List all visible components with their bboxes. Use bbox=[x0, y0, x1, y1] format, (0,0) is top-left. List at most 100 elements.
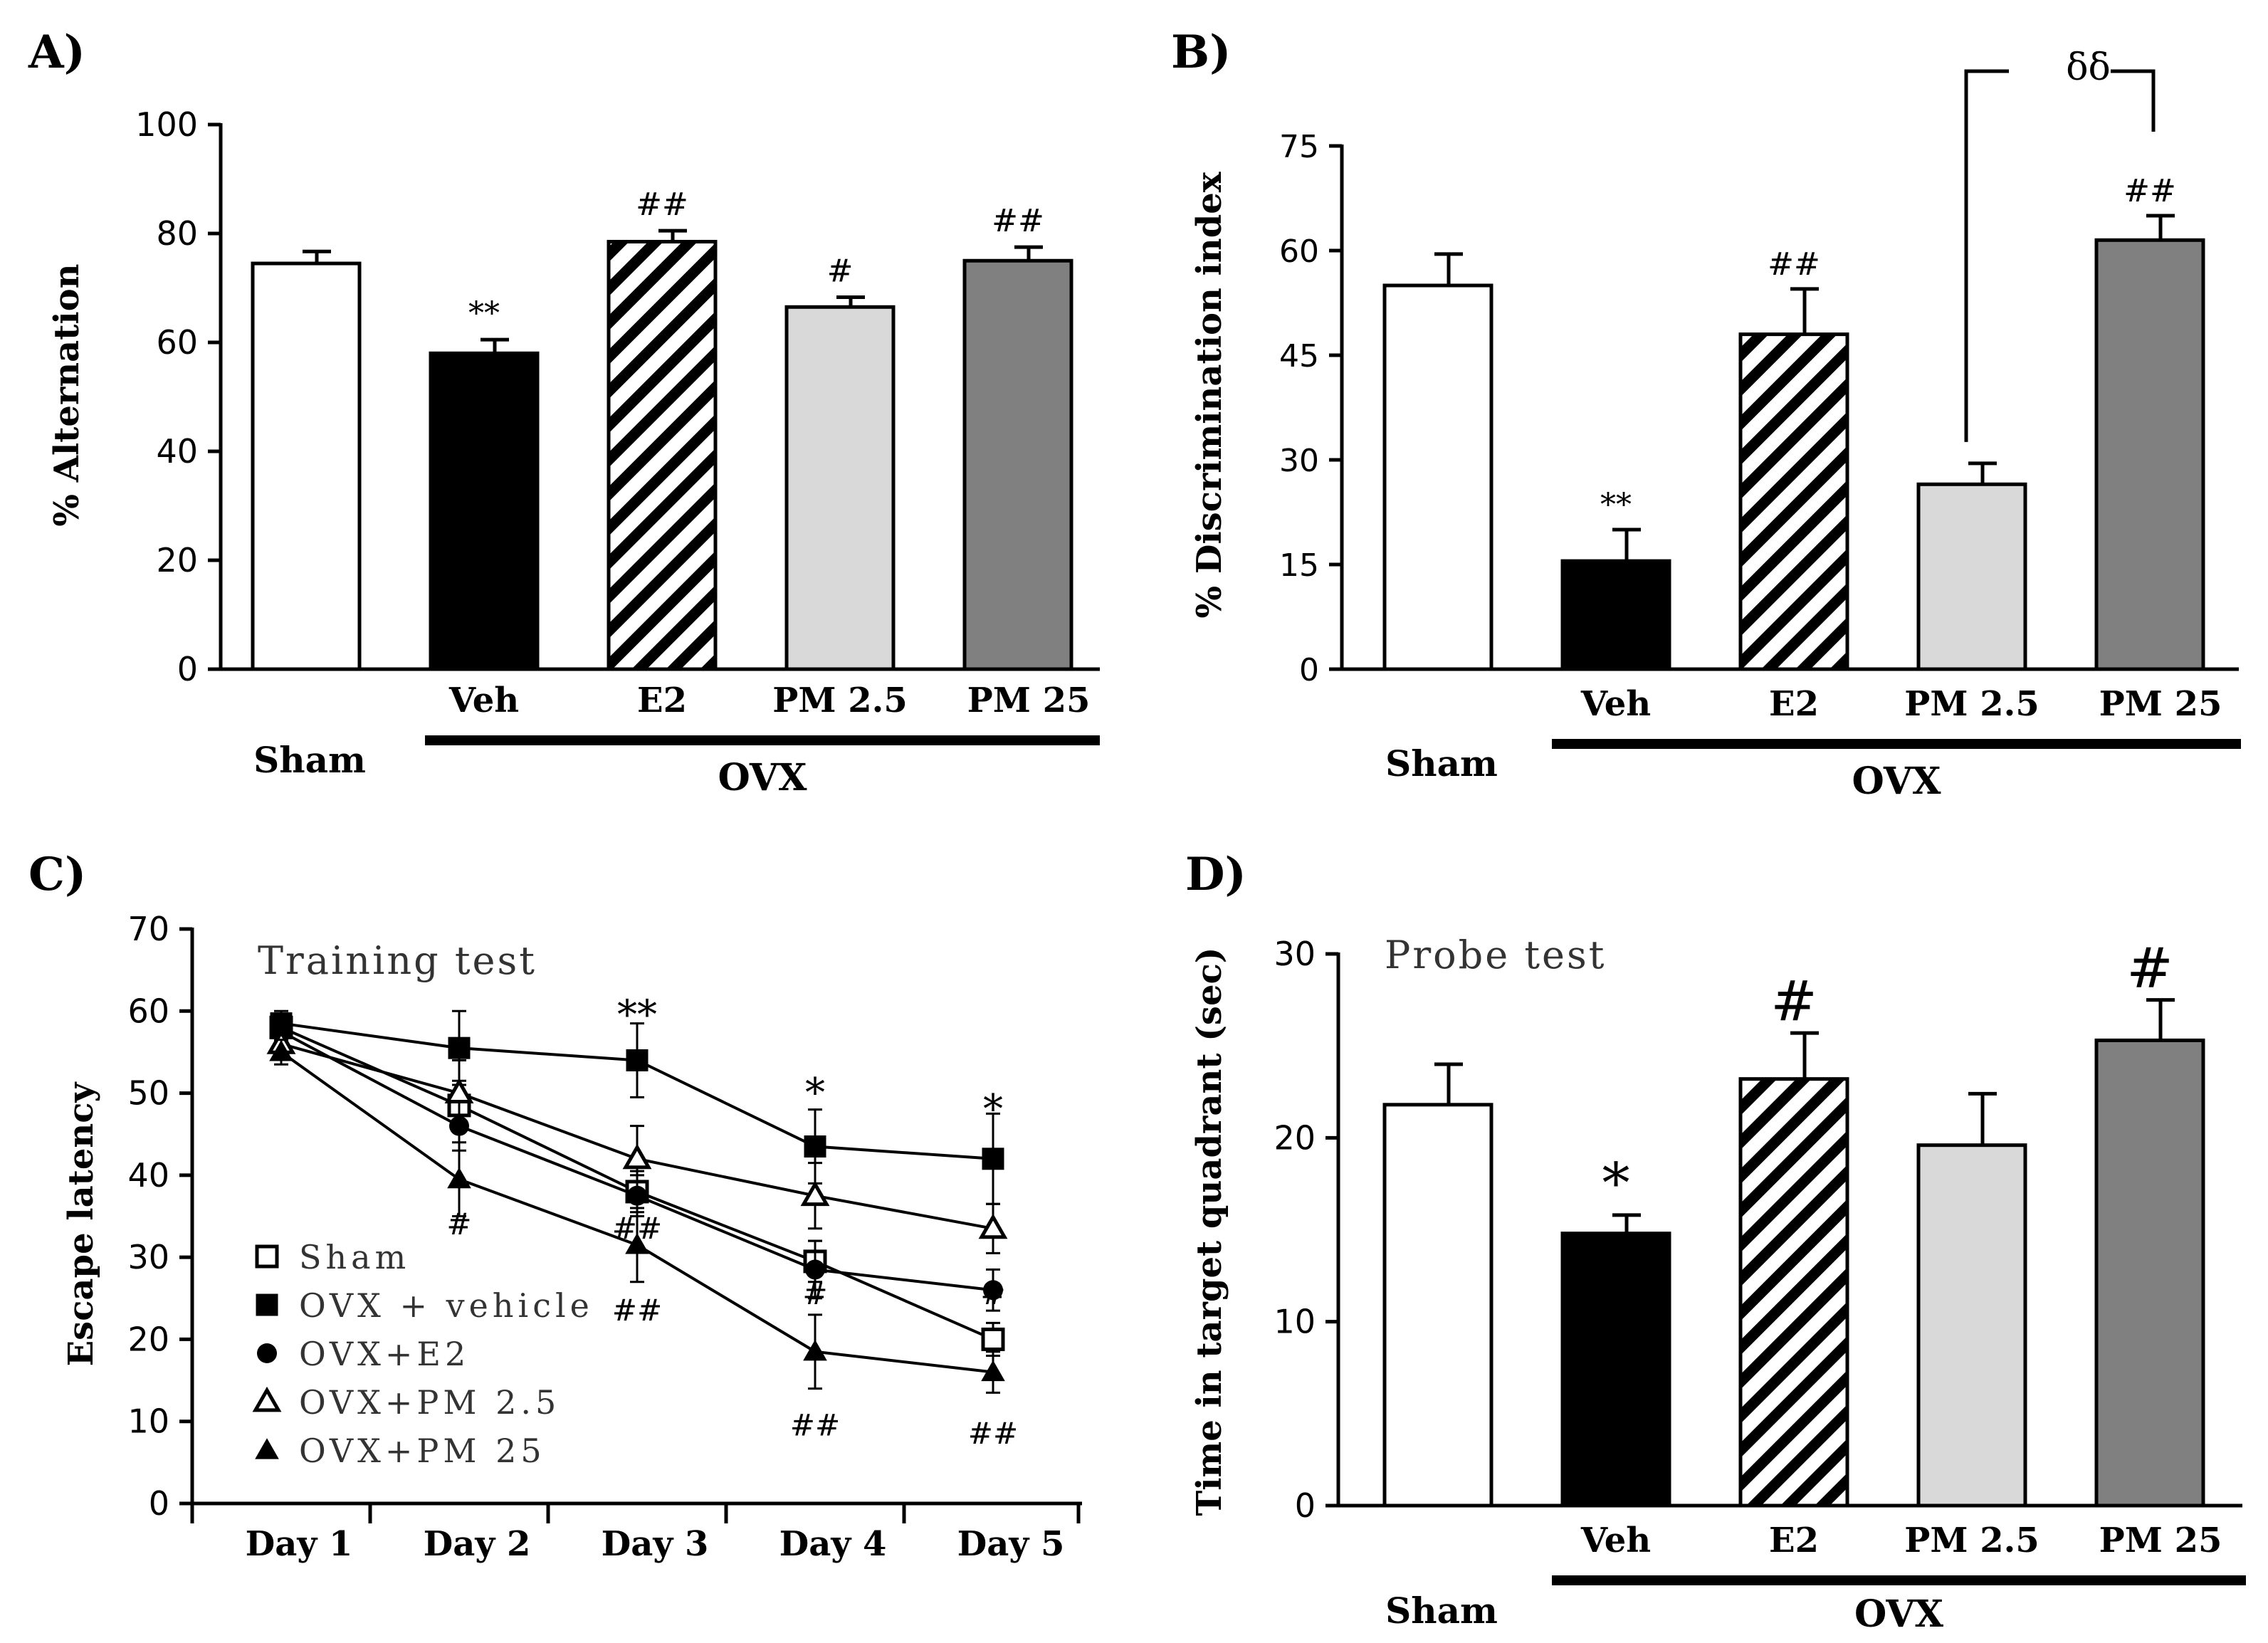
category-label: E2 bbox=[637, 681, 687, 720]
comparison-bracket bbox=[1964, 69, 2009, 442]
significance-label: ## bbox=[790, 1407, 840, 1442]
y-tick-label: 50 bbox=[127, 1074, 169, 1113]
x-tick-label: Day 4 bbox=[779, 1524, 887, 1564]
bar-veh bbox=[1560, 559, 1671, 671]
legend-marker bbox=[257, 1343, 277, 1363]
y-axis-label: Time in target quadrant (sec) bbox=[1190, 948, 1229, 1516]
significance-label: # bbox=[2126, 937, 2173, 1001]
panel-label: A) bbox=[28, 26, 85, 79]
x-tick-label: Day 5 bbox=[957, 1524, 1065, 1564]
significance-label: * bbox=[805, 1070, 825, 1116]
y-tick-label: 30 bbox=[127, 1238, 169, 1276]
panel-a: A) 0 20 40 60 80 100 % Alternation ** Veh ## E2 # PM … bbox=[28, 26, 1100, 799]
category-label: E2 bbox=[1769, 684, 1819, 724]
significance-label: ## bbox=[612, 1211, 662, 1246]
legend-marker bbox=[256, 1293, 278, 1316]
data-point bbox=[981, 1360, 1005, 1382]
data-point bbox=[626, 1049, 649, 1071]
category-label: Veh bbox=[1580, 684, 1651, 724]
bar-veh bbox=[1560, 1232, 1671, 1508]
y-tick-label: 100 bbox=[135, 105, 198, 144]
significance-label: # bbox=[446, 1207, 471, 1242]
data-point bbox=[982, 1148, 1004, 1170]
significance-label: # bbox=[980, 1276, 1005, 1311]
category-label: Veh bbox=[1580, 1521, 1651, 1560]
comparison-bracket bbox=[2111, 69, 2156, 132]
y-tick-label: 75 bbox=[1279, 129, 1319, 165]
y-axis-label: % Alternation bbox=[47, 263, 87, 526]
inner-title: Probe test bbox=[1385, 933, 1606, 977]
significance-label: ## bbox=[2123, 173, 2176, 209]
data-point bbox=[269, 1040, 293, 1061]
bar-e2 bbox=[1738, 332, 1849, 671]
category-label: PM 25 bbox=[2099, 1521, 2222, 1560]
legend-label: OVX + vehicle bbox=[299, 1286, 594, 1325]
x-tick-label: Day 1 bbox=[246, 1524, 353, 1564]
significance-label: * bbox=[1602, 1152, 1630, 1216]
y-tick-label: 10 bbox=[127, 1402, 169, 1441]
data-point bbox=[448, 1036, 471, 1059]
bar-pm-25 bbox=[1916, 482, 2027, 671]
y-tick-label: 40 bbox=[156, 432, 198, 471]
series-ovx-pm-25 bbox=[269, 1039, 1005, 1394]
bar-pm-25 bbox=[2094, 1038, 2205, 1508]
data-point bbox=[804, 1135, 826, 1158]
data-point bbox=[983, 1280, 1003, 1301]
bar-pm-25 bbox=[2094, 238, 2205, 671]
data-point bbox=[978, 1213, 1008, 1239]
panel-c: C) Training test 0 10 20 30 40 50 60 70 Day 1 Day 2… bbox=[28, 848, 1082, 1564]
x-tick-label: Day 2 bbox=[424, 1524, 531, 1564]
y-tick-label: 30 bbox=[1274, 935, 1316, 973]
bar-pm-25 bbox=[1916, 1143, 2027, 1508]
y-tick-label: 40 bbox=[127, 1156, 169, 1195]
panel-label: D) bbox=[1185, 848, 1246, 901]
ovx-label: OVX bbox=[718, 756, 807, 799]
y-tick-label: 60 bbox=[156, 323, 198, 362]
inner-title: Training test bbox=[258, 938, 537, 983]
bar-sham bbox=[1382, 283, 1493, 671]
bracket-label: δδ bbox=[2066, 46, 2111, 89]
y-tick-label: 0 bbox=[149, 1484, 169, 1523]
significance-label: ** bbox=[617, 992, 657, 1039]
panel-d: D) Probe test 0 10 20 30 Time in target quadra… bbox=[1185, 848, 2246, 1636]
significance-label: # bbox=[1770, 970, 1817, 1034]
y-tick-label: 20 bbox=[156, 541, 198, 579]
ovx-label: OVX bbox=[1852, 760, 1941, 803]
sham-label: Sham bbox=[253, 739, 366, 781]
significance-label: ## bbox=[612, 1293, 662, 1328]
bar-e2 bbox=[1738, 1077, 1849, 1508]
y-axis-label: Escape latency bbox=[61, 1081, 101, 1366]
ovx-label: OVX bbox=[1854, 1592, 1944, 1636]
significance-label: ## bbox=[636, 187, 688, 223]
significance-label: * bbox=[983, 1086, 1003, 1133]
significance-label: ## bbox=[1768, 246, 1820, 283]
y-tick-label: 45 bbox=[1279, 338, 1319, 374]
category-label: PM 25 bbox=[2099, 684, 2222, 724]
legend-label: OVX+PM 2.5 bbox=[299, 1383, 560, 1422]
y-tick-label: 70 bbox=[127, 910, 169, 948]
y-tick-label: 0 bbox=[1299, 652, 1319, 688]
y-tick-label: 80 bbox=[156, 214, 198, 253]
data-point bbox=[803, 1339, 827, 1361]
sham-label: Sham bbox=[1385, 742, 1498, 784]
data-point bbox=[444, 1078, 474, 1103]
data-point bbox=[622, 1143, 652, 1170]
category-label: Veh bbox=[448, 681, 519, 720]
category-label: PM 2.5 bbox=[1904, 684, 2039, 724]
y-tick-label: 20 bbox=[127, 1320, 169, 1358]
significance-label: ** bbox=[468, 295, 500, 332]
y-axis-label: % Discrimination index bbox=[1190, 172, 1229, 618]
bar-veh bbox=[429, 351, 540, 671]
x-tick-label: Day 3 bbox=[602, 1524, 709, 1564]
y-tick-label: 20 bbox=[1274, 1118, 1316, 1157]
significance-label: # bbox=[802, 1276, 827, 1311]
y-tick-label: 60 bbox=[127, 992, 169, 1030]
y-tick-label: 30 bbox=[1279, 443, 1319, 479]
bar-pm-25 bbox=[784, 305, 896, 671]
panel-label: C) bbox=[28, 848, 86, 901]
y-tick-label: 0 bbox=[177, 650, 198, 688]
significance-label: ## bbox=[992, 203, 1044, 239]
data-point bbox=[447, 1167, 471, 1189]
legend-marker bbox=[255, 1438, 279, 1459]
